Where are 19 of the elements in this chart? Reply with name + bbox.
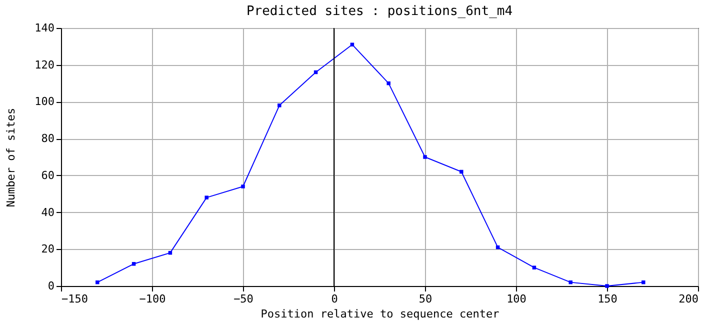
x-tick-label: 50 — [418, 292, 432, 306]
y-tick-label: 100 — [34, 95, 54, 108]
chart-title: Predicted sites : positions_6nt_m4 — [246, 4, 513, 19]
y-tick-label: 0 — [48, 280, 54, 292]
y-tick-label: 60 — [41, 168, 54, 182]
x-tick-label: 150 — [598, 292, 618, 306]
x-tick-label: 0 — [331, 292, 338, 306]
x-tick-label: −150 — [62, 292, 88, 306]
x-tick-label: 100 — [506, 292, 526, 306]
y-tick-label: 120 — [34, 58, 54, 72]
x-tick-label: −100 — [139, 292, 166, 306]
x-tick-label: −50 — [234, 292, 254, 306]
y-axis-title: Number of sites — [4, 108, 18, 208]
y-tick-label: 20 — [41, 242, 54, 256]
y-tick-label: 140 — [34, 22, 54, 34]
x-axis-title: Position relative to sequence center — [260, 308, 500, 320]
y-tick-label: 80 — [41, 132, 54, 146]
x-tick-label: 200 — [678, 292, 698, 306]
y-tick-label: 40 — [41, 206, 54, 219]
